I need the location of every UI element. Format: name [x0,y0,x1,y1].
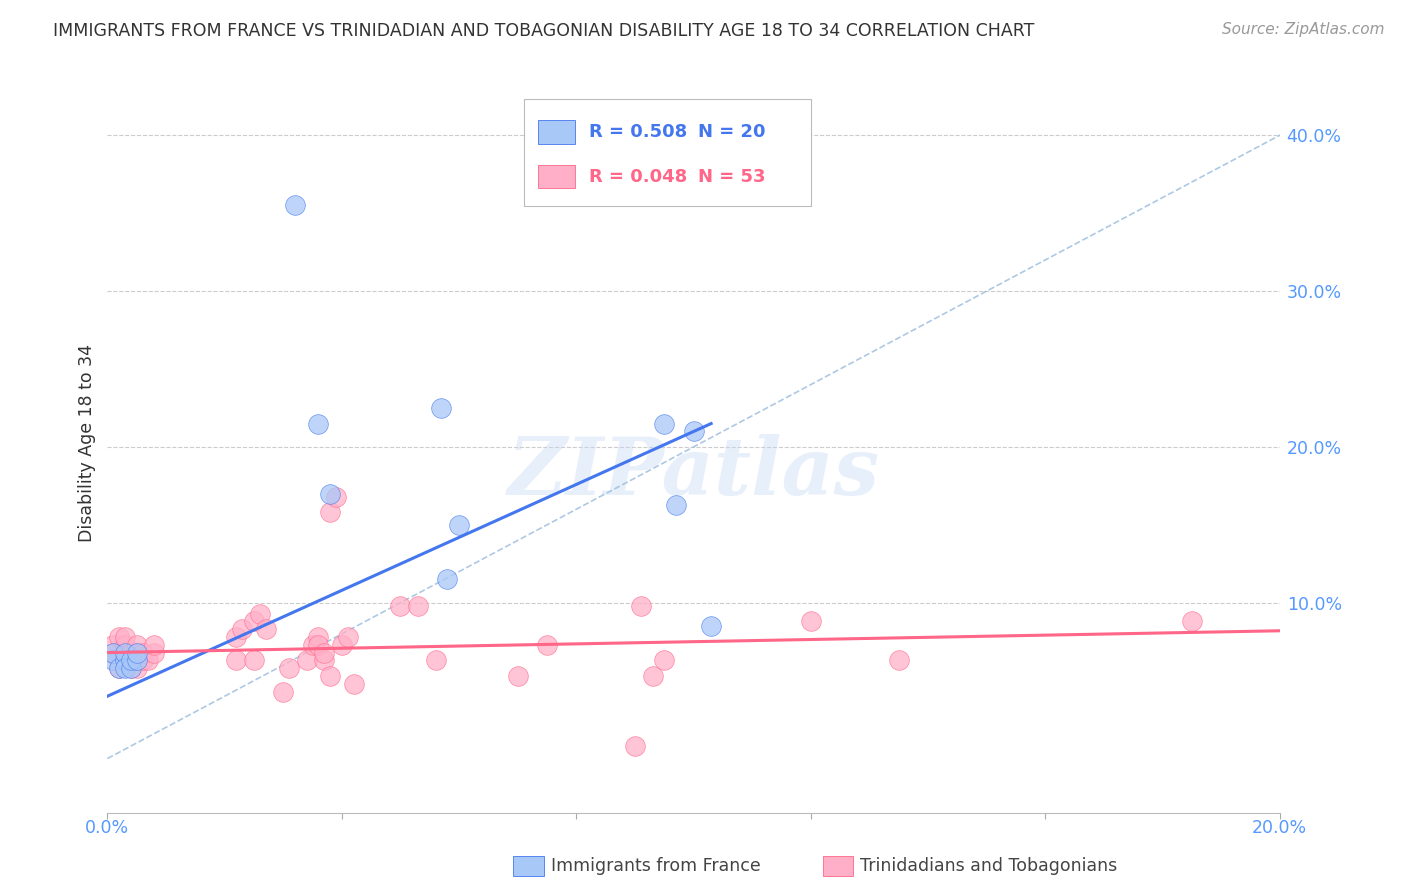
Text: N = 20: N = 20 [699,123,766,141]
Point [225,630,247,644]
Point [243,653,266,667]
Point [108,661,131,675]
Point [325,490,347,504]
Text: R = 0.048: R = 0.048 [589,168,688,186]
Point [406,599,429,613]
Point [114,653,136,667]
Point [103,646,125,660]
Point [682,425,704,439]
Point [652,417,675,431]
Point [652,653,675,667]
Point [254,622,277,636]
Point [114,646,136,660]
Point [125,661,148,675]
Point [103,638,125,652]
Point [125,646,148,660]
Point [665,498,688,512]
Point [108,630,131,644]
Point [114,646,136,660]
Point [108,661,131,675]
Point [301,638,323,652]
Point [307,630,329,644]
Point [114,661,136,675]
Point [330,638,353,652]
Point [624,739,647,753]
Point [700,619,723,633]
Point [630,599,652,613]
Point [125,653,148,667]
Point [425,653,447,667]
Point [887,653,910,667]
Point [314,653,336,667]
Point [108,653,131,667]
Point [319,505,342,519]
Text: R = 0.508: R = 0.508 [589,123,688,141]
Point [114,630,136,644]
Point [103,646,125,660]
Point [114,638,136,652]
Point [336,630,359,644]
Point [125,653,148,667]
Text: Source: ZipAtlas.com: Source: ZipAtlas.com [1222,22,1385,37]
Text: ZIPatlas: ZIPatlas [508,434,880,511]
Point [449,517,471,532]
Point [295,653,318,667]
Point [307,417,329,431]
Point [143,638,166,652]
Y-axis label: Disability Age 18 to 34: Disability Age 18 to 34 [79,344,96,542]
Text: N = 53: N = 53 [699,168,766,186]
Point [319,669,342,683]
Point [120,661,142,675]
Point [641,669,664,683]
Point [436,573,458,587]
Point [120,646,142,660]
Point [131,653,153,667]
Point [249,607,271,621]
Text: Trinidadians and Tobagonians: Trinidadians and Tobagonians [860,857,1118,875]
Point [430,401,453,415]
Point [284,198,307,212]
Point [243,615,266,629]
Point [314,646,336,660]
FancyBboxPatch shape [537,165,575,188]
FancyBboxPatch shape [537,120,575,144]
Point [103,653,125,667]
Point [120,661,142,675]
Point [506,669,529,683]
Point [131,646,153,660]
Point [225,653,247,667]
Point [389,599,412,613]
Point [120,653,142,667]
Point [319,486,342,500]
Point [231,622,253,636]
FancyBboxPatch shape [523,99,811,206]
Text: 0.0%: 0.0% [86,820,129,838]
Point [143,646,166,660]
Point [125,638,148,652]
Text: 20.0%: 20.0% [1253,820,1308,838]
Point [342,677,364,691]
Text: Immigrants from France: Immigrants from France [551,857,761,875]
Point [125,646,148,660]
Point [138,653,160,667]
Point [1181,615,1204,629]
Point [307,638,329,652]
Text: IMMIGRANTS FROM FRANCE VS TRINIDADIAN AND TOBAGONIAN DISABILITY AGE 18 TO 34 COR: IMMIGRANTS FROM FRANCE VS TRINIDADIAN AN… [53,22,1035,40]
Point [278,661,301,675]
Point [536,638,558,652]
Point [271,684,294,698]
Point [800,615,823,629]
Point [120,653,142,667]
